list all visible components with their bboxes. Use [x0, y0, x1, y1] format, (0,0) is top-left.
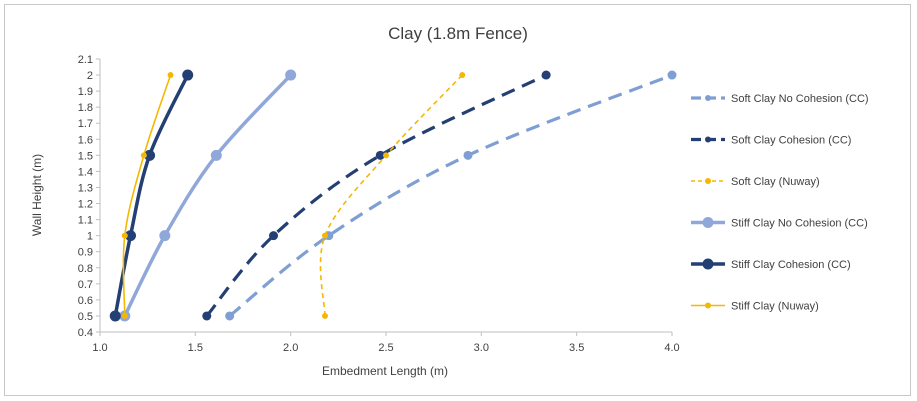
data-point: [140, 152, 147, 159]
legend-label: Stiff Clay No Cohesion (CC): [731, 218, 868, 230]
legend-label: Stiff Clay Cohesion (CC): [731, 259, 851, 271]
y-tick-label: 1.9: [78, 86, 93, 98]
x-tick-label: 1.5: [188, 342, 203, 354]
legend-item-1: Soft Clay No Cohesion (CC): [691, 93, 869, 105]
data-point: [202, 311, 212, 321]
data-point: [121, 232, 128, 239]
chart-canvas: Clay (1.8m Fence) 1.0 1.5 2.0 2.5 3.0 3.5 4.0 0…: [30, 24, 869, 378]
legend-label: Soft Clay No Cohesion (CC): [731, 93, 869, 105]
y-tick-label: 0.8: [78, 263, 93, 275]
series-line: [319, 74, 463, 316]
data-point: [121, 312, 128, 319]
data-point: [383, 152, 389, 159]
data-point: [321, 312, 328, 319]
legend-label: Soft Clay Cohesion (CC): [731, 135, 851, 147]
y-tick-label: 1.5: [78, 150, 93, 162]
series-5: [109, 69, 194, 322]
y-axis-title: Wall Height (m): [30, 154, 44, 236]
y-tick-label: 1.7: [78, 118, 93, 130]
legend-swatch-marker: [705, 95, 711, 101]
legend-swatch-marker: [702, 258, 714, 270]
y-tick-label: 1.3: [78, 182, 93, 194]
data-point: [125, 230, 137, 242]
x-tick-label: 3.5: [569, 342, 584, 354]
series-line: [205, 73, 547, 317]
legend: Soft Clay No Cohesion (CC) Soft Clay Cohe…: [691, 93, 869, 313]
series-2: [202, 70, 551, 321]
data-point: [225, 311, 235, 321]
y-tick-label: 1.8: [78, 102, 93, 114]
legend-swatch-marker: [702, 217, 714, 228]
x-tick-label: 4.0: [664, 342, 679, 354]
legend-label: Soft Clay (Nuway): [731, 176, 820, 188]
y-tick-label: 2.1: [78, 54, 93, 66]
legend-item-4: Stiff Clay No Cohesion (CC): [691, 217, 868, 230]
x-tick-label: 1.0: [92, 342, 107, 354]
y-tick-label: 1.6: [78, 134, 93, 146]
data-point: [109, 310, 121, 322]
series-4: [119, 69, 297, 322]
plot-area: 1.0 1.5 2.0 2.5 3.0 3.5 4.0 0.4 0.5 0.6 0.7 0.8 0.9 1…: [78, 54, 680, 354]
y-tick-label: 1.1: [78, 215, 93, 227]
data-point: [375, 150, 385, 160]
data-point: [144, 149, 156, 161]
y-tick-label: 1.4: [78, 166, 93, 178]
data-point: [463, 150, 473, 160]
legend-swatch-marker: [705, 178, 711, 184]
data-point: [210, 149, 222, 161]
y-tick-label: 0.6: [78, 295, 93, 307]
data-point: [321, 232, 328, 239]
data-point: [459, 72, 466, 79]
data-point: [667, 70, 677, 80]
series-6: [121, 72, 174, 319]
data-point: [167, 72, 174, 79]
legend-swatch-marker: [705, 302, 711, 309]
chart-frame: Clay (1.8m Fence) 1.0 1.5 2.0 2.5 3.0 3.5 4.0 0…: [4, 4, 911, 396]
y-tick-label: 0.9: [78, 247, 93, 259]
legend-item-2: Soft Clay Cohesion (CC): [691, 135, 851, 147]
data-point: [285, 69, 297, 81]
legend-item-3: Soft Clay (Nuway): [691, 176, 820, 188]
series-3: [319, 72, 466, 319]
data-point: [541, 70, 551, 80]
data-point: [182, 69, 194, 81]
y-tick-label: 0.5: [78, 311, 93, 323]
x-tick-label: 2.5: [378, 342, 393, 354]
series-line: [122, 74, 172, 316]
y-tick-label: 0.7: [78, 279, 93, 291]
y-tick-label: 2: [87, 70, 93, 82]
legend-item-6: Stiff Clay (Nuway): [691, 301, 819, 313]
series-line: [113, 74, 190, 317]
data-point: [269, 231, 279, 241]
legend-item-5: Stiff Clay Cohesion (CC): [691, 258, 851, 271]
series-line: [228, 73, 673, 318]
series-line: [123, 73, 292, 317]
y-tick-label: 1: [87, 231, 93, 243]
chart-title: Clay (1.8m Fence): [388, 24, 528, 43]
x-axis-title: Embedment Length (m): [322, 364, 448, 378]
legend-swatch-marker: [705, 136, 711, 143]
data-point: [159, 230, 171, 242]
y-tick-label: 0.4: [78, 327, 93, 339]
series-1: [225, 70, 677, 321]
legend-label: Stiff Clay (Nuway): [731, 301, 819, 313]
x-tick-label: 2.0: [283, 342, 298, 354]
y-tick-label: 1.2: [78, 199, 93, 211]
x-tick-label: 3.0: [474, 342, 489, 354]
